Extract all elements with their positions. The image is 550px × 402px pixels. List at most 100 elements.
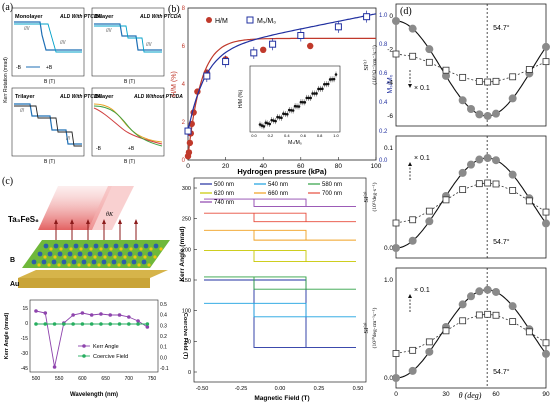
y-tick-label-right: 0.8 [379,42,388,48]
hysteresis-x-tick-label: -0.25 [235,386,248,392]
d-data-point [492,109,500,118]
subplot-note: ALD Without PTCDA [133,94,183,100]
hysteresis-y-tick-label: 250 [182,217,191,223]
d-data-point [467,160,475,169]
y-tick-label-left: 8 [182,6,186,12]
d-data-point [508,302,517,311]
hysteresis-x-tick-label: 0.50 [353,386,364,392]
inset-x-tick-label: 0.0 [251,133,257,138]
hysteresis-y-tick-label: 100 [182,309,191,315]
hysteresis-y-tick-label: 300 [182,186,191,192]
loop-down [14,23,82,53]
lattice-atom [137,263,141,267]
y-axis-label-left: H/M (%) [171,71,178,97]
subplot-title: Trilayer [15,94,35,100]
d-data-point [508,170,517,179]
kerr-y-tick-label: -30 [21,351,28,357]
lattice-atom [147,263,151,267]
lattice-atom [37,263,41,267]
hysteresis-loop [204,279,356,348]
lattice-atom [87,251,93,257]
kerr-point [136,319,140,323]
kerr-x-tick-label: 750 [148,376,157,382]
msm0-point [222,58,230,66]
lattice-atom [117,263,121,267]
d-data-point [458,168,467,177]
legend: H/M Mₛ/M₀ [206,16,276,25]
y-ticks-left: 0 2 4 6 8 [182,6,186,164]
lattice-atom [57,263,61,267]
d-theory-curve [395,289,547,379]
d-scaled-point [542,58,550,66]
d-data-point [392,374,400,382]
panel-a-subplot-1: Monolayer ALD With PTCDA //// //// -B +B… [11,7,101,85]
y-tick-label-left: 4 [182,82,186,88]
lattice-atom [47,251,53,257]
d-y-tick-label: 0.1 [384,145,393,152]
legend-plus-b: +B [46,65,53,71]
d-scaled-point [459,73,467,81]
inset-ylabel: H/M (%) [238,90,244,109]
kerr-point [43,311,48,315]
kerr-x-tick-label: 550 [55,376,64,382]
kerr-x-tick-label: 600 [78,376,87,382]
lattice-atom [49,247,53,251]
kerr-point [127,315,131,319]
lattice-atom [119,247,123,251]
d-data-point [425,217,434,226]
msm0-point [184,127,192,135]
hysteresis-plot: 0 50 100 150 200 250 300 -0.50 -0.25 0.00 0.25 0.5… [179,177,367,402]
layer-b-label: B [10,257,15,264]
kerr-y-tick-label: -45 [21,366,28,372]
scale-note: × 0.1 [414,287,430,294]
lattice-atom [77,263,81,267]
inset-x-tick-label: 1.0 [333,133,339,138]
inset-x-tick-label: 0.4 [284,133,290,138]
d-y-tick-label: -4 [387,80,393,87]
lattice-atom [83,255,87,259]
d-scaled-point [492,77,500,85]
lattice-atom [159,247,163,251]
kerr-y-tick-label: -15 [21,336,28,342]
subplot-xlabel: B (T) [124,79,135,85]
lattice-atom [139,247,143,251]
kerr-point [89,313,94,317]
hysteresis-xlabel: Magnetic Field (T) [254,395,309,402]
lattice-atom [63,243,69,249]
d-y-tick-label: -2 [387,46,393,53]
d-data-point [442,71,450,80]
lattice-atom [69,247,73,251]
d-data-point [458,300,467,309]
svg-text:////: //// [24,26,30,32]
legend-coercive-field: Coercive Field [93,354,128,360]
lattice-atom [91,259,97,265]
lattice-atom [73,255,77,259]
msm0-point [250,49,258,57]
hysteresis-x-tick-label: 0.25 [314,386,325,392]
plot-frame [187,7,377,161]
angle-label: 54.7° [493,238,510,246]
lattice-atom [59,247,63,251]
lattice-atom [63,255,67,259]
hysteresis-loop [204,229,356,241]
lattice-atom [129,247,133,251]
d-scaled-point [392,350,400,357]
lattice-atom [123,255,127,259]
y-tick-label-left: 6 [182,44,186,50]
y-ticks-right: 0.0 0.2 0.4 0.6 0.8 1.0 [379,13,388,164]
d-data-point [408,24,417,33]
lattice-atom [141,259,147,265]
lattice-atom [127,263,131,267]
kerr-x-tick-label: 500 [32,376,41,382]
hm-point [307,42,314,50]
d-xlabel: θ (deg) [459,391,482,400]
panel-a-subplot-3: Trilayer ALD With PTCDA /// /// B (T) [11,87,101,165]
angle-label: 54.7° [493,24,510,32]
coercive-y-tick-label: -0.1 [160,366,169,372]
d-data-point [483,285,492,294]
x-tick-label: 40 [260,163,268,170]
d-data-point [467,105,475,114]
lattice-atom [53,255,57,259]
